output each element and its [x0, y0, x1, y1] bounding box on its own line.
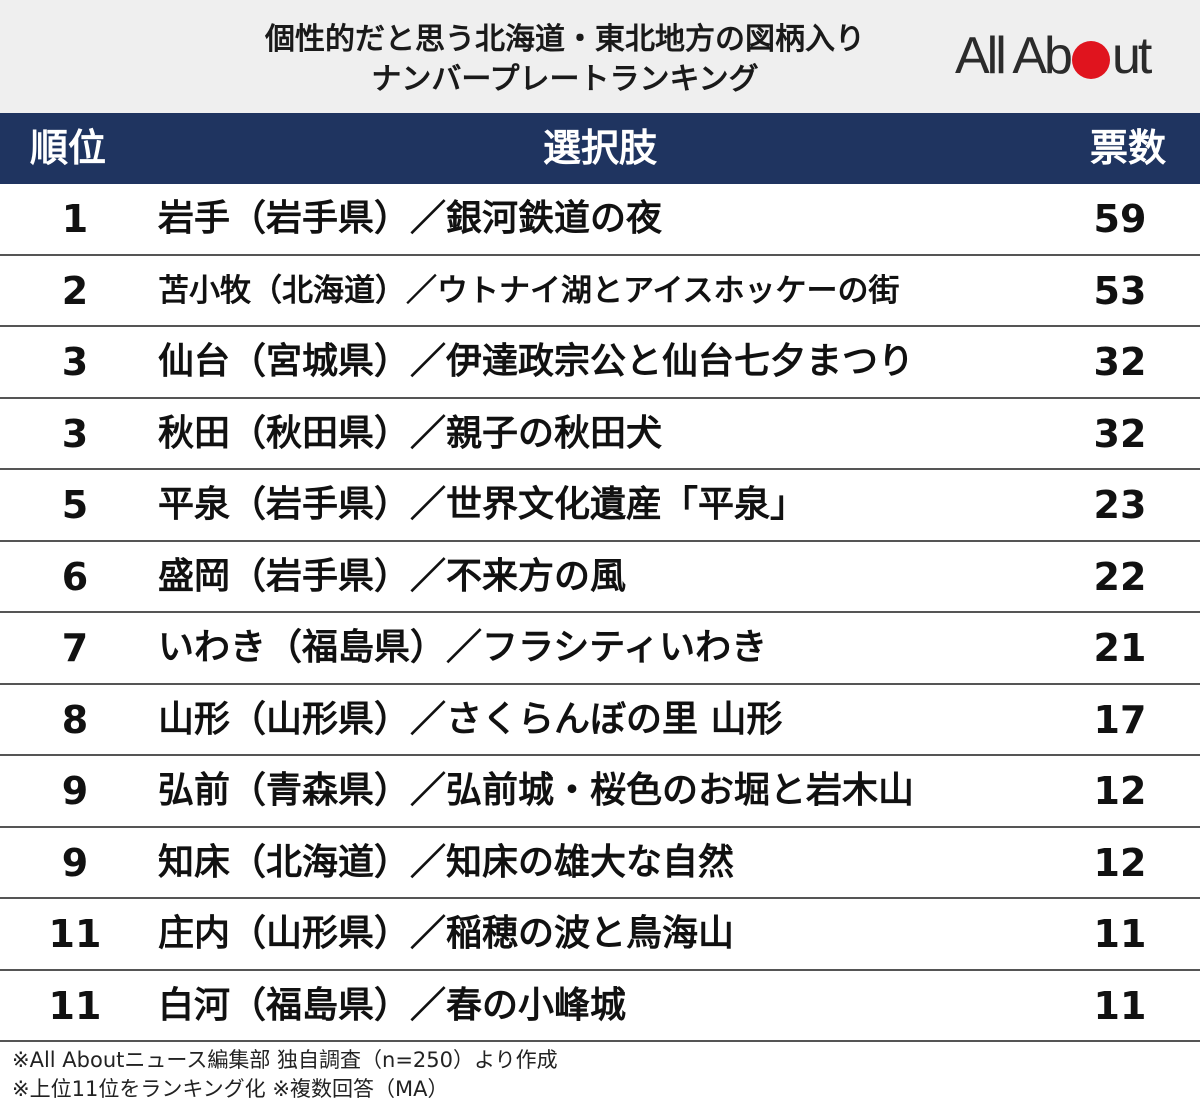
table-row: 9 弘前（青森県）／弘前城・桜色のお堀と岩木山 12 — [0, 756, 1200, 828]
votes-cell: 32 — [1093, 340, 1147, 384]
choice-cell: 秋田（秋田県）／親子の秋田犬 — [158, 412, 663, 454]
all-about-logo: All Ab ut — [955, 27, 1152, 85]
votes-cell: 53 — [1093, 268, 1147, 313]
choice-cell: 仙台（宮城県）／伊達政宗公と仙台七夕まつり — [158, 341, 915, 382]
votes-cell: 22 — [1093, 554, 1147, 599]
ranking-table-body: 1 岩手（岩手県）／銀河鉄道の夜 59 2 苫小牧（北海道）／ウトナイ湖とアイスホッケー… — [0, 184, 1200, 1042]
choice-cell: 岩手（岩手県）／銀河鉄道の夜 — [158, 198, 663, 239]
rank-cell: 11 — [48, 983, 102, 1028]
votes-cell: 17 — [1093, 697, 1147, 742]
table-row: 1 岩手（岩手県）／銀河鉄道の夜 59 — [0, 184, 1200, 256]
choice-cell: いわき（福島県）／フラシティいわき — [158, 627, 768, 668]
votes-cell: 21 — [1093, 626, 1147, 670]
table-row: 6 盛岡（岩手県）／不来方の風 22 — [0, 542, 1200, 613]
page-title: 個性的だと思う北海道・東北地方の図柄入り ナンバープレートランキング — [150, 20, 980, 100]
table-row: 8 山形（山形県）／さくらんぼの里 山形 17 — [0, 685, 1200, 756]
column-header-row: 順位 選択肢 票数 — [0, 113, 1200, 184]
title-line-2: ナンバープレートランキング — [371, 62, 759, 97]
rank-cell: 9 — [61, 769, 89, 813]
choice-cell: 白河（福島県）／春の小峰城 — [158, 984, 627, 1026]
rank-cell: 3 — [61, 340, 89, 384]
table-row: 3 仙台（宮城県）／伊達政宗公と仙台七夕まつり 32 — [0, 327, 1200, 399]
logo-text-right: ut — [1111, 27, 1152, 85]
choice-cell: 苫小牧（北海道）／ウトナイ湖とアイスホッケーの街 — [158, 272, 900, 309]
rank-cell: 9 — [61, 840, 89, 885]
column-header-votes: 票数 — [1089, 126, 1166, 170]
rank-cell: 11 — [48, 912, 102, 956]
column-header-rank: 順位 — [30, 126, 107, 170]
rank-cell: 3 — [61, 411, 89, 456]
rank-cell: 7 — [61, 626, 89, 670]
choice-cell: 弘前（青森県）／弘前城・桜色のお堀と岩木山 — [158, 770, 915, 811]
table-row: 3 秋田（秋田県）／親子の秋田犬 32 — [0, 399, 1200, 470]
rank-cell: 2 — [61, 268, 89, 313]
rank-cell: 5 — [61, 483, 89, 527]
choice-cell: 知床（北海道）／知床の雄大な自然 — [158, 841, 735, 883]
votes-cell: 59 — [1093, 197, 1147, 241]
header-bar: 個性的だと思う北海道・東北地方の図柄入り ナンバープレートランキング All A… — [0, 0, 1200, 113]
table-row: 9 知床（北海道）／知床の雄大な自然 12 — [0, 828, 1200, 899]
table-row: 11 白河（福島県）／春の小峰城 11 — [0, 971, 1200, 1042]
votes-cell: 11 — [1093, 912, 1147, 956]
footer-note-source: ※All Aboutニュース編集部 独自調査（n=250）より作成 — [12, 1048, 558, 1072]
choice-cell: 盛岡（岩手県）／不来方の風 — [158, 555, 627, 597]
choice-cell: 庄内（山形県）／稲穂の波と鳥海山 — [158, 913, 735, 954]
logo-red-dot-icon — [1071, 41, 1110, 79]
votes-cell: 12 — [1093, 840, 1147, 885]
title-line-1: 個性的だと思う北海道・東北地方の図柄入り — [265, 22, 865, 57]
table-row: 2 苫小牧（北海道）／ウトナイ湖とアイスホッケーの街 53 — [0, 256, 1200, 327]
rank-cell: 6 — [61, 554, 89, 599]
choice-cell: 平泉（岩手県）／世界文化遺産「平泉」 — [158, 484, 807, 525]
rank-cell: 1 — [61, 197, 89, 241]
votes-cell: 32 — [1093, 411, 1147, 456]
table-row: 11 庄内（山形県）／稲穂の波と鳥海山 11 — [0, 899, 1200, 971]
choice-cell: 山形（山形県）／さくらんぼの里 山形 — [158, 698, 783, 740]
rank-cell: 8 — [61, 697, 89, 742]
logo-text-left: All Ab — [955, 27, 1073, 85]
column-header-choice: 選択肢 — [542, 126, 657, 170]
footer-note-method: ※上位11位をランキング化 ※複数回答（MA） — [12, 1077, 449, 1101]
votes-cell: 11 — [1093, 983, 1147, 1028]
table-row: 7 いわき（福島県）／フラシティいわき 21 — [0, 613, 1200, 685]
table-row: 5 平泉（岩手県）／世界文化遺産「平泉」 23 — [0, 470, 1200, 542]
votes-cell: 23 — [1093, 483, 1147, 527]
votes-cell: 12 — [1093, 769, 1147, 813]
footer-notes: ※All Aboutニュース編集部 独自調査（n=250）より作成 ※上位11位… — [12, 1046, 558, 1104]
